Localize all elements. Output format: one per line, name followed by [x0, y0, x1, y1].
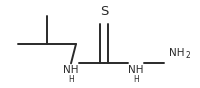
Text: 2: 2 [185, 51, 190, 60]
Text: NH: NH [63, 65, 79, 75]
Text: NH: NH [128, 65, 144, 75]
Text: NH: NH [169, 48, 184, 58]
Text: S: S [100, 5, 108, 18]
Text: H: H [133, 75, 139, 84]
Text: H: H [68, 75, 74, 84]
